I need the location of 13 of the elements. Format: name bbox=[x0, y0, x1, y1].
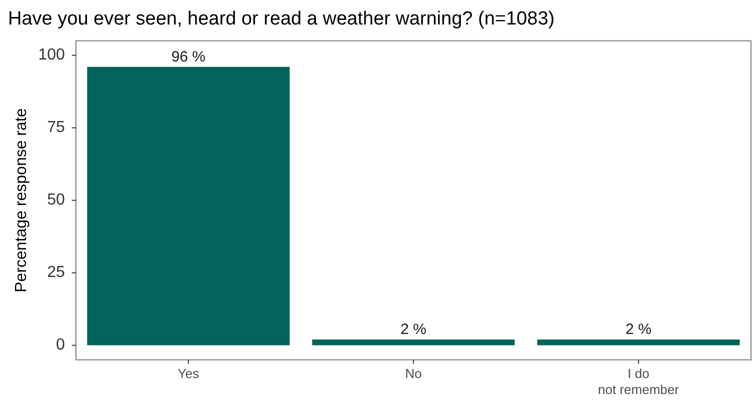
y-axis-title: Percentage response rate bbox=[13, 108, 30, 292]
x-tick-label: I do not remember bbox=[598, 366, 680, 397]
x-tick-label: No bbox=[405, 366, 422, 382]
y-tick-label: 0 bbox=[56, 336, 65, 354]
data-label: 96 % bbox=[171, 48, 206, 66]
y-tick-label: 100 bbox=[38, 46, 65, 64]
data-label: 2 % bbox=[626, 321, 652, 338]
x-tick-label: Yes bbox=[178, 366, 200, 382]
y-tick-label: 75 bbox=[47, 119, 65, 136]
y-tick-label: 25 bbox=[47, 264, 65, 282]
chart-title: Have you ever seen, heard or read a weather warning? (n=1083) bbox=[8, 8, 555, 30]
y-tick-label: 50 bbox=[47, 192, 65, 209]
data-label: 2 % bbox=[400, 321, 426, 338]
